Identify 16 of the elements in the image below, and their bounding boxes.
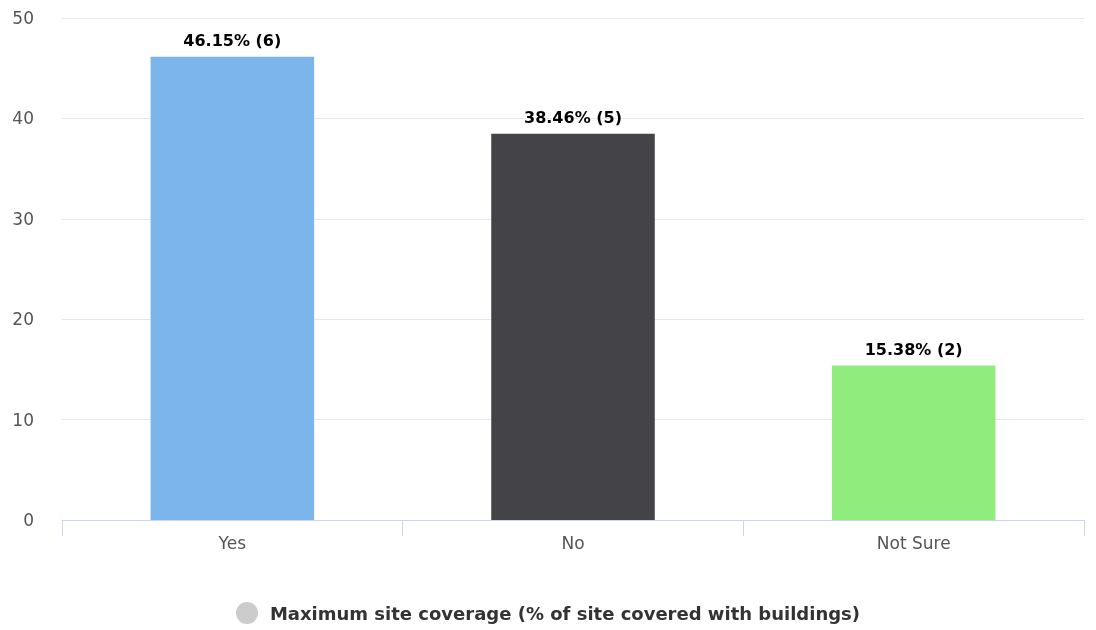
- x-tick-label: No: [561, 532, 585, 553]
- bar: [831, 365, 996, 520]
- data-label: 46.15% (6): [183, 31, 282, 51]
- y-tick-label: 30: [12, 208, 34, 229]
- text: Maximum site coverage (% of site covered with buildings): [269, 602, 861, 624]
- y-tick-label: 20: [12, 309, 34, 330]
- y-tick-label: 0: [23, 510, 34, 530]
- x-tick-label: Yes: [217, 532, 247, 553]
- x-tick-label: Not Sure: [876, 532, 951, 553]
- y-tick-label: 40: [12, 108, 34, 129]
- data-label: 38.46% (5): [524, 108, 622, 128]
- bar: [150, 56, 315, 520]
- y-tick-label: 10: [12, 409, 34, 430]
- y-tick-label: 50: [12, 8, 34, 28]
- data-label: 15.38% (2): [864, 340, 963, 360]
- bar: [491, 133, 655, 520]
